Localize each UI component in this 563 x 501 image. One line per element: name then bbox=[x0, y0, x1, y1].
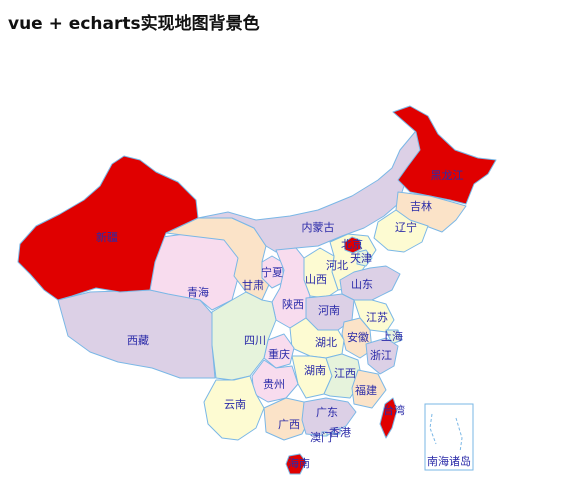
label-henan: 河南 bbox=[318, 304, 340, 317]
label-shanghai: 上海 bbox=[381, 329, 403, 343]
region-tianjin[interactable] bbox=[356, 249, 373, 267]
page-title: vue + echarts实现地图背景色 bbox=[8, 14, 260, 34]
label-hunan: 湖南 bbox=[304, 364, 326, 377]
label-hainan: 海南 bbox=[288, 456, 310, 470]
region-liaoning[interactable] bbox=[373, 209, 429, 253]
label-neimenggu: 内蒙古 bbox=[302, 220, 335, 234]
label-hubei: 湖北 bbox=[315, 336, 337, 349]
label-shandong: 山东 bbox=[351, 278, 373, 291]
label-shanxi: 山西 bbox=[305, 273, 327, 286]
region-taiwan[interactable] bbox=[379, 397, 398, 439]
label-zhejiang: 浙江 bbox=[370, 349, 392, 362]
label-jiangxi: 江西 bbox=[334, 367, 356, 380]
label-liaoning: 辽宁 bbox=[395, 220, 417, 234]
region-xinjiang[interactable] bbox=[17, 155, 199, 301]
label-yunnan: 云南 bbox=[224, 398, 246, 411]
region-beijing[interactable] bbox=[344, 236, 362, 254]
label-jilin: 吉林 bbox=[410, 199, 432, 213]
label-taiwan: 台湾 bbox=[383, 403, 405, 417]
label-aomen: 澳门 bbox=[310, 430, 332, 444]
label-hebei: 河北 bbox=[326, 259, 348, 272]
label-gansu: 甘肃 bbox=[242, 279, 264, 292]
label-fujian: 福建 bbox=[355, 383, 377, 397]
region-zhejiang[interactable] bbox=[365, 337, 399, 375]
label-xianggang: 香港 bbox=[329, 426, 351, 439]
label-jiangsu: 江苏 bbox=[366, 311, 388, 324]
region-aomen[interactable] bbox=[321, 431, 328, 437]
label-sichuan: 四川 bbox=[244, 334, 266, 347]
region-hainan[interactable] bbox=[285, 453, 307, 475]
region-sichuan[interactable] bbox=[211, 291, 277, 381]
label-beijing: 北京 bbox=[341, 237, 363, 251]
label-chongqing: 重庆 bbox=[268, 347, 290, 361]
label-guangxi: 广西 bbox=[278, 418, 300, 431]
label-heilongjiang: 黑龙江 bbox=[431, 169, 464, 182]
region-yunnan[interactable] bbox=[203, 375, 265, 441]
label-xizang: 西藏 bbox=[127, 334, 149, 347]
label-guangdong: 广东 bbox=[316, 406, 338, 419]
region-heilongjiang[interactable] bbox=[392, 105, 497, 205]
label-xinjiang: 新疆 bbox=[96, 230, 118, 244]
label-shaanxi: 陕西 bbox=[282, 297, 304, 311]
region-shanghai[interactable] bbox=[385, 329, 403, 345]
label-qinghai: 青海 bbox=[187, 285, 209, 299]
region-guangdong[interactable] bbox=[301, 397, 357, 437]
region-fujian[interactable] bbox=[351, 369, 387, 409]
nanhai-islands-line bbox=[429, 413, 463, 453]
label-tianjin: 天津 bbox=[350, 252, 372, 265]
nanhai-inset-box bbox=[424, 403, 474, 471]
label-nanhai: 南海诸岛 bbox=[427, 454, 471, 468]
label-ningxia: 宁夏 bbox=[261, 265, 283, 279]
region-anhui[interactable] bbox=[341, 317, 373, 359]
label-anhui: 安徽 bbox=[347, 330, 369, 344]
region-hubei[interactable] bbox=[289, 317, 345, 359]
region-xianggang[interactable] bbox=[333, 427, 341, 435]
label-guizhou: 贵州 bbox=[263, 378, 285, 391]
